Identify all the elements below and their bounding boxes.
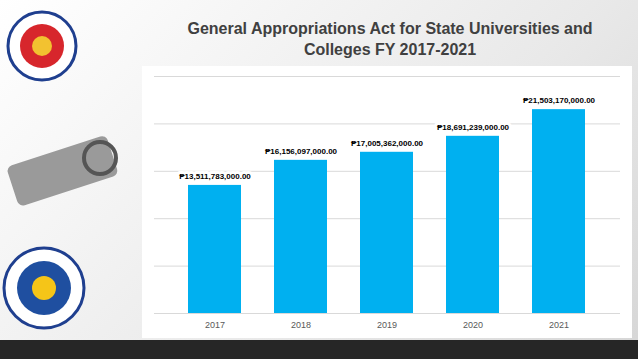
svg-text:₱13,511,783,000.00: ₱13,511,783,000.00 — [179, 172, 251, 181]
svg-text:2017: 2017 — [205, 320, 225, 330]
svg-text:2018: 2018 — [291, 320, 311, 330]
svg-text:2021: 2021 — [549, 320, 569, 330]
svg-text:₱17,005,362,000.00: ₱17,005,362,000.00 — [351, 139, 424, 148]
html-text:General Appropriations Act for: General Appropriations Act for State Uni… — [187, 20, 593, 58]
svg-text:2020: 2020 — [463, 320, 483, 330]
svg-text:₱21,503,170,000.00: ₱21,503,170,000.00 — [523, 96, 596, 105]
svg-text:2019: 2019 — [377, 320, 397, 330]
svg-text:₱18,691,239,000.00: ₱18,691,239,000.00 — [437, 123, 510, 132]
svg-text:₱16,156,097,000.00: ₱16,156,097,000.00 — [265, 147, 338, 156]
